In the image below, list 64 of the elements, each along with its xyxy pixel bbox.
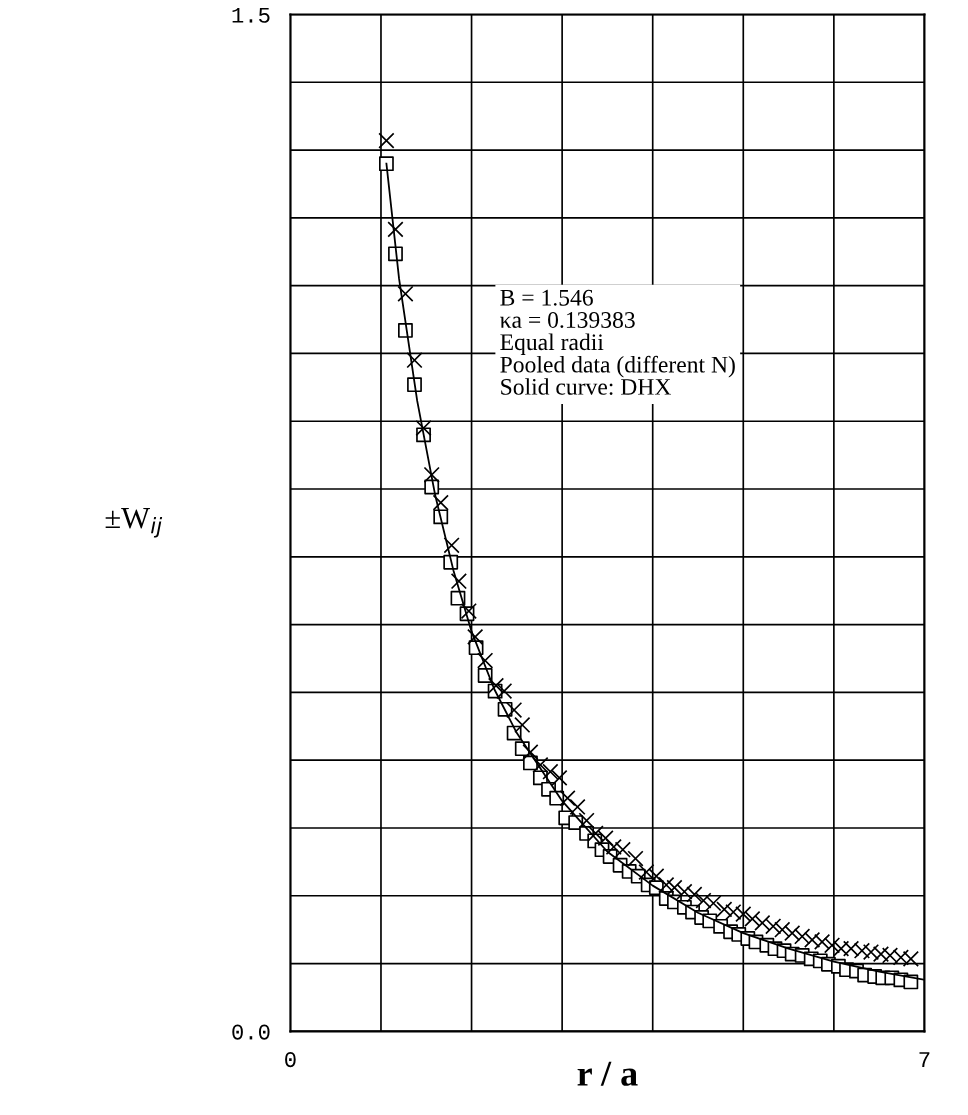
x-tick-label: 7	[919, 1052, 930, 1067]
point	[695, 892, 712, 909]
point	[378, 156, 394, 172]
point	[832, 940, 850, 957]
point	[559, 790, 576, 807]
point	[823, 937, 841, 954]
y-tick-label: 0.0	[232, 1024, 270, 1040]
point	[784, 924, 801, 942]
point	[587, 825, 604, 842]
point	[387, 221, 404, 238]
x-axis-title: r / a	[577, 1061, 638, 1086]
point	[450, 573, 467, 590]
point	[522, 743, 539, 761]
point	[423, 466, 440, 483]
point	[578, 812, 595, 829]
point	[569, 798, 586, 816]
point	[627, 850, 644, 867]
point	[813, 933, 831, 951]
point	[774, 921, 791, 938]
point	[666, 879, 683, 896]
point	[735, 905, 752, 923]
point	[902, 950, 919, 967]
point	[397, 285, 414, 302]
point	[676, 883, 693, 900]
point	[487, 677, 505, 694]
point	[705, 895, 722, 912]
point	[872, 945, 890, 963]
point	[638, 863, 655, 881]
y-tick-label: 1.5	[232, 7, 270, 23]
point	[892, 949, 910, 966]
point	[551, 769, 568, 786]
point	[686, 886, 703, 903]
point	[443, 537, 460, 554]
point	[804, 931, 821, 948]
point	[460, 602, 477, 620]
point	[853, 942, 871, 959]
point	[862, 943, 880, 961]
x-tick-label: 0	[285, 1052, 296, 1068]
y-axis-title: ±W$_{ij}$	[105, 508, 163, 538]
point	[725, 903, 742, 921]
point	[597, 830, 614, 847]
point	[614, 841, 631, 858]
point	[658, 876, 675, 894]
point	[496, 682, 513, 700]
point	[794, 928, 811, 945]
point	[532, 756, 549, 774]
point	[842, 940, 860, 957]
point	[415, 419, 432, 437]
point	[765, 918, 782, 935]
point	[648, 868, 665, 885]
point	[754, 914, 771, 932]
point	[432, 494, 449, 511]
point	[514, 716, 531, 734]
point	[378, 132, 395, 149]
point	[605, 838, 622, 856]
point	[506, 701, 523, 719]
point	[406, 352, 423, 369]
point	[881, 947, 899, 964]
point	[744, 910, 761, 927]
point	[542, 763, 559, 780]
annotation: B = 1.546 κa = 0.139383 Equal radii Pooled data (different N) Solid curve: DHX	[500, 289, 735, 395]
point	[477, 652, 494, 669]
point	[716, 901, 733, 918]
point	[467, 628, 484, 645]
